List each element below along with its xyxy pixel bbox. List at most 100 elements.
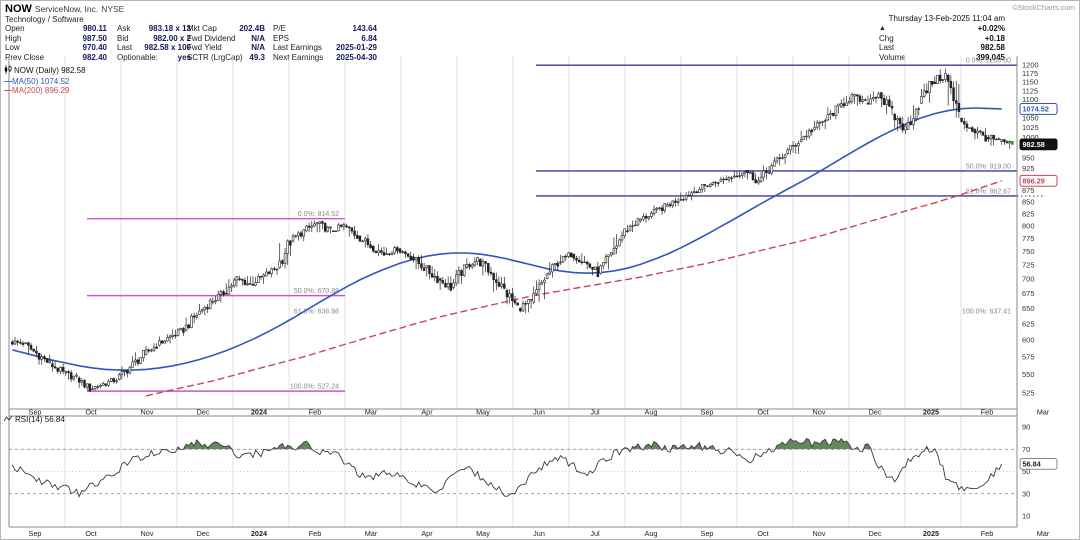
svg-text:2025: 2025 — [923, 408, 939, 417]
quote-col-fundamentals: Mkt Cap 202.4B Fwd Dividend N/A Fwd Yield N… — [187, 24, 265, 63]
svg-text:Dec: Dec — [869, 408, 882, 417]
svg-text:Mar: Mar — [1037, 408, 1050, 417]
svg-text:Dec: Dec — [197, 408, 210, 417]
quote-col-ohlc: Open 980.11 High 987.50 Low 970.40 Prev Clo… — [5, 24, 107, 63]
prevclose-label: Prev Close — [5, 53, 45, 63]
svg-text:Apr: Apr — [421, 408, 433, 417]
fib-retracement-pink: 0.0%: 814.52 50.0%: 670.88 61.8%: 636.98 10… — [87, 211, 345, 392]
mktcap-label: Mkt Cap — [187, 24, 217, 33]
open-label: Open — [5, 24, 25, 33]
svg-text:Apr: Apr — [421, 529, 433, 538]
svg-text:Sep: Sep — [701, 529, 714, 538]
prevclose-value: 982.40 — [82, 53, 107, 63]
svg-text:825: 825 — [1022, 209, 1035, 218]
svg-text:Feb: Feb — [981, 529, 994, 538]
up-arrow-icon: ▲ — [879, 25, 886, 32]
svg-text:50: 50 — [1022, 467, 1030, 476]
svg-text:Mar: Mar — [1037, 529, 1050, 538]
svg-text:2024: 2024 — [251, 408, 268, 417]
eps-label: EPS — [273, 33, 290, 43]
ma200-line-swatch: — — [4, 86, 12, 96]
ma50-line — [12, 107, 1002, 371]
candlestick-icon — [4, 65, 12, 77]
eps-value: 6.84 — [361, 33, 377, 43]
rsi-line — [11, 437, 1003, 498]
svg-text:Sep: Sep — [29, 529, 42, 538]
nextearnings-label: Next Earnings — [273, 53, 324, 63]
svg-text:Mar: Mar — [365, 408, 378, 417]
svg-text:600: 600 — [1022, 335, 1035, 344]
svg-text:Aug: Aug — [645, 408, 658, 417]
svg-text:925: 925 — [1022, 164, 1035, 173]
svg-text:Nov: Nov — [141, 529, 154, 538]
svg-text:70: 70 — [1022, 445, 1030, 454]
svg-text:100.0%: 527.24: 100.0%: 527.24 — [290, 384, 339, 391]
svg-text:Oct: Oct — [85, 529, 96, 538]
svg-text:775: 775 — [1022, 234, 1035, 243]
fwdyield-label: Fwd Yield — [187, 43, 222, 53]
month-gridlines — [64, 56, 962, 527]
quote-col-earnings: P/E 143.64 EPS 6.84 Last Earnings 2025-01-2… — [273, 24, 377, 63]
svg-text:1000: 1000 — [1022, 133, 1039, 142]
svg-text:Oct: Oct — [85, 408, 96, 417]
nextearnings-value: 2025-04-30 — [336, 53, 377, 63]
svg-text:650: 650 — [1022, 304, 1035, 313]
svg-text:Sep: Sep — [701, 408, 714, 417]
svg-text:725: 725 — [1022, 260, 1035, 269]
svg-text:1100: 1100 — [1022, 95, 1038, 104]
volume-value: 399,045 — [976, 53, 1005, 63]
fib-retracement-blue: 0.0%: 1200.00 50.0%: 919.00 61.8%: 862.67 1… — [536, 58, 1045, 315]
svg-text:1175: 1175 — [1022, 69, 1038, 78]
ma50-line-swatch: — — [4, 76, 12, 86]
svg-text:2024: 2024 — [251, 529, 268, 538]
last-label: Last — [879, 43, 895, 53]
legend-ma200: MA(200) 896.29 — [12, 86, 70, 96]
svg-text:100.0%: 637.41: 100.0%: 637.41 — [962, 308, 1011, 315]
indicator-line-icon — [3, 415, 13, 425]
change-block: ▲ +0.02% Chg +0.18 Last 982.58 Volume 399,04… — [879, 24, 1005, 63]
svg-text:525: 525 — [1022, 388, 1035, 397]
svg-text:800: 800 — [1022, 221, 1035, 230]
rsi-panel — [9, 437, 1017, 498]
lastearnings-value: 2025-01-29 — [336, 43, 377, 53]
lasttrade-label: Last — [117, 43, 133, 53]
svg-text:Sep: Sep — [29, 408, 42, 417]
ma200-line — [145, 180, 1002, 397]
fwddividend-value: N/A — [251, 33, 265, 43]
svg-text:Oct: Oct — [757, 529, 768, 538]
bid-value: 982.00 x 2 — [153, 33, 191, 43]
svg-text:0.0%: 814.52: 0.0%: 814.52 — [298, 211, 339, 218]
svg-text:Mar: Mar — [365, 529, 378, 538]
svg-text:Feb: Feb — [309, 408, 322, 417]
svg-text:Feb: Feb — [981, 408, 994, 417]
pe-label: P/E — [273, 24, 286, 33]
axis-badges: 1074.52 982.58 896.29 56.84 — [1019, 103, 1058, 470]
ma200-price-badge — [1019, 174, 1058, 187]
rsi-legend: RSI(14) 56.84 — [3, 415, 65, 425]
svg-text:May: May — [476, 529, 490, 538]
optionable-value: yes — [177, 53, 191, 63]
svg-text:Jul: Jul — [590, 408, 600, 417]
ask-label: Ask — [117, 24, 131, 33]
svg-text:1074.52: 1074.52 — [1023, 105, 1049, 114]
sector-industry: Technology / Software — [5, 15, 84, 24]
svg-text:Dec: Dec — [197, 529, 210, 538]
legend-rsi: RSI(14) 56.84 — [15, 415, 65, 424]
svg-text:550: 550 — [1022, 370, 1035, 379]
high-value: 987.50 — [82, 33, 107, 43]
rsi-overbought-fill — [12, 438, 1002, 450]
exchange-name: NYSE — [101, 4, 125, 14]
svg-text:50.0%: 919.00: 50.0%: 919.00 — [966, 163, 1011, 170]
chg-value: +0.18 — [984, 33, 1005, 43]
company-name: ServiceNow, Inc. — [34, 4, 99, 14]
svg-text:575: 575 — [1022, 352, 1035, 361]
legend-main-series: NOW (Daily) 982.58 — [14, 66, 86, 75]
sctr-value: 49.3 — [249, 53, 265, 63]
last-price-badge — [1019, 138, 1058, 151]
svg-text:61.8%: 636.98: 61.8%: 636.98 — [294, 309, 339, 316]
svg-text:90: 90 — [1022, 423, 1030, 432]
chg-label: Chg — [879, 33, 894, 43]
svg-text:0.0%: 1200.00: 0.0%: 1200.00 — [966, 58, 1011, 65]
svg-text:896.29: 896.29 — [1023, 176, 1045, 185]
svg-text:675: 675 — [1022, 289, 1035, 298]
